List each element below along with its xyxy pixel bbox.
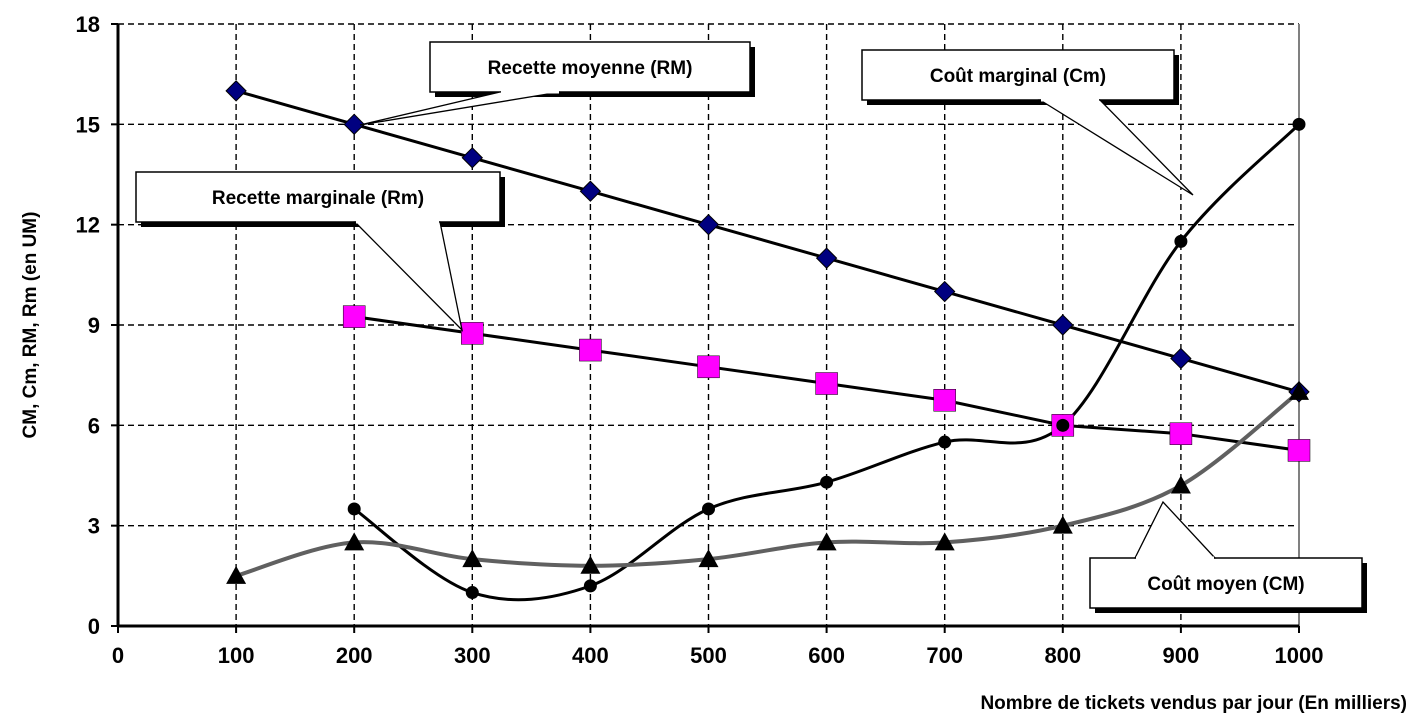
data-point-co-t-marginal-cm	[1174, 234, 1188, 248]
data-point-recette-marginale-rm	[579, 338, 602, 362]
data-point-co-t-moyen-cm	[1170, 475, 1191, 494]
x-tick-label: 0	[112, 643, 124, 668]
data-point-co-t-moyen-cm	[1289, 381, 1309, 400]
data-point-co-t-marginal-cm	[702, 502, 715, 516]
data-point-co-t-marginal-cm	[465, 586, 479, 600]
callout-pointer	[1133, 500, 1217, 559]
data-point-recette-moyenne-rm	[815, 247, 838, 269]
data-point-recette-marginale-rm	[697, 355, 720, 379]
data-point-co-t-marginal-cm	[347, 502, 361, 516]
callout-co-t-marginal-cm: Coût marginal (Cm)	[861, 49, 1194, 196]
data-point-recette-marginale-rm	[815, 372, 838, 395]
callout-label: Recette moyenne (RM)	[488, 58, 693, 79]
data-point-recette-marginale-rm	[461, 322, 484, 345]
x-tick-label: 1000	[1275, 643, 1324, 668]
y-tick-label: 15	[76, 112, 100, 137]
callout-box	[1089, 557, 1363, 609]
y-tick-label: 18	[76, 12, 100, 37]
callout-pointer	[353, 221, 464, 333]
x-tick-label: 700	[926, 643, 963, 668]
x-tick-label: 900	[1163, 643, 1200, 668]
data-point-recette-moyenne-rm	[1052, 314, 1074, 336]
x-tick-label: 800	[1044, 643, 1081, 668]
data-point-recette-moyenne-rm	[461, 147, 484, 169]
callout-label: Coût moyen (CM)	[1147, 574, 1304, 595]
data-point-co-t-moyen-cm	[1052, 515, 1073, 534]
callout-label: Recette marginale (Rm)	[212, 188, 424, 209]
series-layer	[225, 80, 1311, 602]
data-point-co-t-moyen-cm	[462, 549, 483, 568]
data-point-recette-marginale-rm	[1287, 439, 1311, 462]
data-point-co-t-moyen-cm	[344, 532, 365, 551]
y-tick-label: 12	[76, 213, 100, 238]
x-tick-label: 200	[336, 643, 373, 668]
x-tick-label: 600	[808, 643, 845, 668]
data-point-co-t-marginal-cm	[583, 579, 597, 593]
callout-label: Coût marginal (Cm)	[930, 66, 1106, 87]
data-point-recette-moyenne-rm	[579, 180, 602, 202]
data-point-recette-moyenne-rm	[697, 213, 720, 236]
data-point-co-t-moyen-cm	[934, 532, 955, 551]
data-point-recette-marginale-rm	[933, 389, 956, 412]
data-point-recette-moyenne-rm	[225, 80, 247, 102]
series-line-co-t-moyen-cm	[235, 390, 1301, 578]
y-axis-title: CM, Cm, RM, Rm (en UM)	[20, 212, 41, 439]
axes-layer: 0 100 200 300 400 500 600 700 800 900 1000 0 3 6 9 12 15…	[76, 12, 1324, 668]
y-tick-label: 0	[88, 614, 100, 639]
callout-co-t-moyen-cm: Coût moyen (CM)	[1089, 500, 1367, 613]
x-tick-label: 300	[454, 643, 491, 668]
data-point-co-t-moyen-cm	[226, 565, 247, 584]
data-point-recette-moyenne-rm	[343, 113, 365, 136]
y-tick-label: 6	[88, 413, 100, 438]
x-tick-label: 500	[690, 643, 727, 668]
callout-layer: Recette moyenne (RM) Recette marginale (R…	[135, 41, 1367, 613]
callout-recette-moyenne-rm: Recette moyenne (RM)	[359, 41, 755, 126]
data-point-co-t-marginal-cm	[1292, 117, 1306, 131]
data-point-co-t-marginal-cm	[1056, 418, 1070, 432]
callout-recette-marginale-rm: Recette marginale (Rm)	[135, 171, 505, 333]
data-point-co-t-marginal-cm	[820, 475, 834, 489]
y-tick-label: 9	[88, 313, 100, 338]
data-point-co-t-marginal-cm	[938, 435, 952, 449]
data-point-recette-moyenne-rm	[933, 280, 956, 303]
data-point-co-t-moyen-cm	[580, 555, 601, 574]
data-point-recette-moyenne-rm	[1170, 347, 1192, 370]
data-point-recette-marginale-rm	[1169, 422, 1193, 445]
data-point-co-t-moyen-cm	[698, 549, 719, 568]
x-tick-label: 100	[218, 643, 255, 668]
y-tick-label: 3	[88, 514, 100, 539]
callout-box	[861, 49, 1175, 101]
x-tick-label: 400	[572, 643, 609, 668]
x-axis-title: Nombre de tickets vendus par jour (En mi…	[980, 693, 1407, 714]
grid-layer	[118, 23, 1300, 626]
data-point-co-t-moyen-cm	[816, 532, 837, 551]
data-point-recette-marginale-rm	[342, 305, 366, 328]
callout-box	[429, 41, 751, 93]
callout-box	[135, 171, 501, 223]
